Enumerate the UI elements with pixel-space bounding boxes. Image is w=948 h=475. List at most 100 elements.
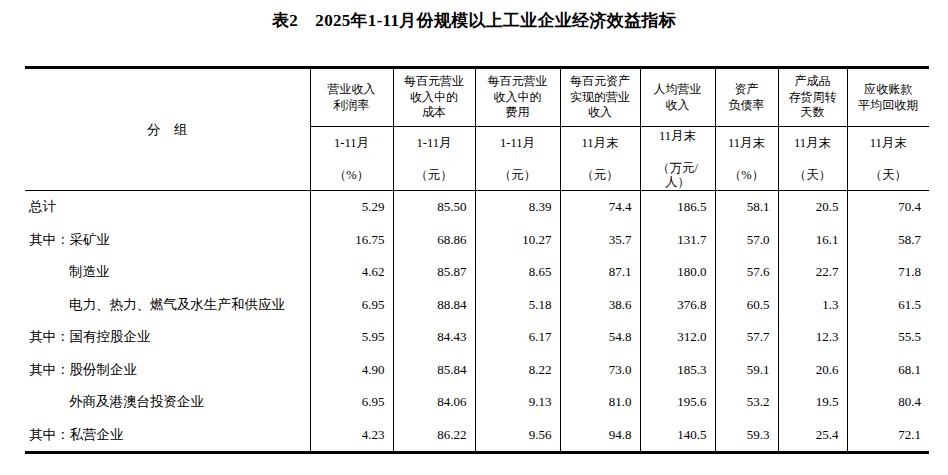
cell-value: 6.95: [310, 386, 393, 419]
column-period-label: 11月末: [779, 135, 847, 152]
cell-value: 85.87: [393, 256, 475, 289]
cell-value: 140.5: [640, 419, 715, 453]
cell-value: 16.75: [310, 224, 393, 257]
column-header: 营业收入 利润率: [310, 68, 393, 127]
cell-value: 8.22: [475, 354, 560, 387]
cell-value: 376.8: [640, 289, 715, 322]
cell-value: 4.62: [310, 256, 393, 289]
column-header-label: 每百元营业 收入中的 成本: [394, 74, 475, 121]
table-row: 其中：股份制企业4.9085.848.2273.0185.359.120.668…: [25, 354, 929, 387]
cell-value: 73.0: [560, 354, 640, 387]
cell-value: 131.7: [640, 224, 715, 257]
column-unit-label: （%）: [716, 168, 778, 182]
column-unit-label: （元）: [476, 168, 560, 182]
cell-value: 20.5: [778, 191, 847, 224]
column-period-label: 11月末: [641, 128, 715, 145]
column-unit-label: （万元/ 人）: [641, 161, 715, 190]
cell-value: 38.6: [560, 289, 640, 322]
column-unit-label: （天）: [848, 168, 930, 182]
table-body: 总计5.2985.508.3974.4186.558.120.570.4其中：采…: [25, 191, 929, 453]
cell-value: 88.84: [393, 289, 475, 322]
cell-value: 68.86: [393, 224, 475, 257]
cell-value: 68.1: [847, 354, 929, 387]
cell-value: 85.50: [393, 191, 475, 224]
cell-value: 55.5: [847, 321, 929, 354]
cell-value: 6.95: [310, 289, 393, 322]
column-header-label: 每百元营业 收入中的 费用: [476, 74, 560, 121]
cell-value: 12.3: [778, 321, 847, 354]
cell-value: 4.90: [310, 354, 393, 387]
row-label: 其中：私营企业: [25, 419, 310, 453]
page-title: 表2 2025年1-11月份规模以上工业企业经济效益指标: [0, 9, 948, 32]
cell-value: 60.5: [715, 289, 778, 322]
indicators-table: 分 组 营业收入 利润率每百元营业 收入中的 成本每百元营业 收入中的 费用每百…: [25, 66, 929, 454]
cell-value: 84.06: [393, 386, 475, 419]
table-row: 其中：采矿业16.7568.8610.2735.7131.757.016.158…: [25, 224, 929, 257]
column-header-label: 产成品 存货周转 天数: [779, 74, 847, 121]
cell-value: 74.4: [560, 191, 640, 224]
cell-value: 16.1: [778, 224, 847, 257]
column-subheader: 11月末 （天）: [778, 127, 847, 191]
cell-value: 20.6: [778, 354, 847, 387]
row-label: 其中：采矿业: [25, 224, 310, 257]
cell-value: 54.8: [560, 321, 640, 354]
cell-value: 61.5: [847, 289, 929, 322]
cell-value: 8.65: [475, 256, 560, 289]
column-header: 产成品 存货周转 天数: [778, 68, 847, 127]
cell-value: 5.95: [310, 321, 393, 354]
cell-value: 22.7: [778, 256, 847, 289]
column-period-label: 11月末: [716, 135, 778, 152]
cell-value: 94.8: [560, 419, 640, 453]
column-unit-label: （元）: [561, 168, 640, 182]
column-subheader: 11月末（元）: [560, 127, 640, 191]
row-label: 其中：股份制企业: [25, 354, 310, 387]
cell-value: 57.6: [715, 256, 778, 289]
cell-value: 59.3: [715, 419, 778, 453]
cell-value: 6.17: [475, 321, 560, 354]
cell-value: 185.3: [640, 354, 715, 387]
column-header: 资产 负债率: [715, 68, 778, 127]
cell-value: 9.13: [475, 386, 560, 419]
header-row-names: 分 组 营业收入 利润率每百元营业 收入中的 成本每百元营业 收入中的 费用每百…: [25, 68, 929, 127]
row-label: 电力、热力、燃气及水生产和供应业: [25, 289, 310, 322]
table-header: 分 组 营业收入 利润率每百元营业 收入中的 成本每百元营业 收入中的 费用每百…: [25, 68, 929, 191]
cell-value: 19.5: [778, 386, 847, 419]
row-label: 其中：国有控股企业: [25, 321, 310, 354]
column-unit-label: （元）: [394, 168, 475, 182]
column-header-label: 资产 负债率: [716, 82, 778, 114]
cell-value: 81.0: [560, 386, 640, 419]
column-header-label: 应收账款 平均回收期: [848, 82, 930, 114]
row-label: 总计: [25, 191, 310, 224]
cell-value: 180.0: [640, 256, 715, 289]
cell-value: 57.7: [715, 321, 778, 354]
cell-value: 9.56: [475, 419, 560, 453]
column-subheader: 1-11月 （%）: [310, 127, 393, 191]
column-period-label: 1-11月: [311, 135, 393, 152]
table-row: 外商及港澳台投资企业6.9584.069.1381.0195.653.219.5…: [25, 386, 929, 419]
page: 表2 2025年1-11月份规模以上工业企业经济效益指标 分 组 营业收入 利润…: [0, 0, 948, 475]
cell-value: 195.6: [640, 386, 715, 419]
column-period-label: 11月末: [848, 135, 930, 152]
cell-value: 10.27: [475, 224, 560, 257]
cell-value: 85.84: [393, 354, 475, 387]
cell-value: 80.4: [847, 386, 929, 419]
column-header-label: 每百元资产 实现的营业 收入: [561, 74, 640, 121]
column-period-label: 1-11月: [394, 135, 475, 152]
column-unit-label: （%）: [311, 168, 393, 182]
row-label: 外商及港澳台投资企业: [25, 386, 310, 419]
cell-value: 57.0: [715, 224, 778, 257]
column-header-label: 营业收入 利润率: [311, 82, 393, 114]
group-header: 分 组: [25, 68, 310, 191]
column-header: 每百元营业 收入中的 费用: [475, 68, 560, 127]
column-unit-label: （天）: [779, 168, 847, 182]
cell-value: 71.8: [847, 256, 929, 289]
table-row: 制造业4.6285.878.6587.1180.057.622.771.8: [25, 256, 929, 289]
column-header-label: 人均营业 收入: [641, 82, 715, 114]
column-header: 人均营业 收入: [640, 68, 715, 127]
cell-value: 59.1: [715, 354, 778, 387]
cell-value: 4.23: [310, 419, 393, 453]
cell-value: 87.1: [560, 256, 640, 289]
cell-value: 25.4: [778, 419, 847, 453]
table-row: 电力、热力、燃气及水生产和供应业6.9588.845.1838.6376.860…: [25, 289, 929, 322]
column-subheader: 11月末 （万元/ 人）: [640, 127, 715, 191]
